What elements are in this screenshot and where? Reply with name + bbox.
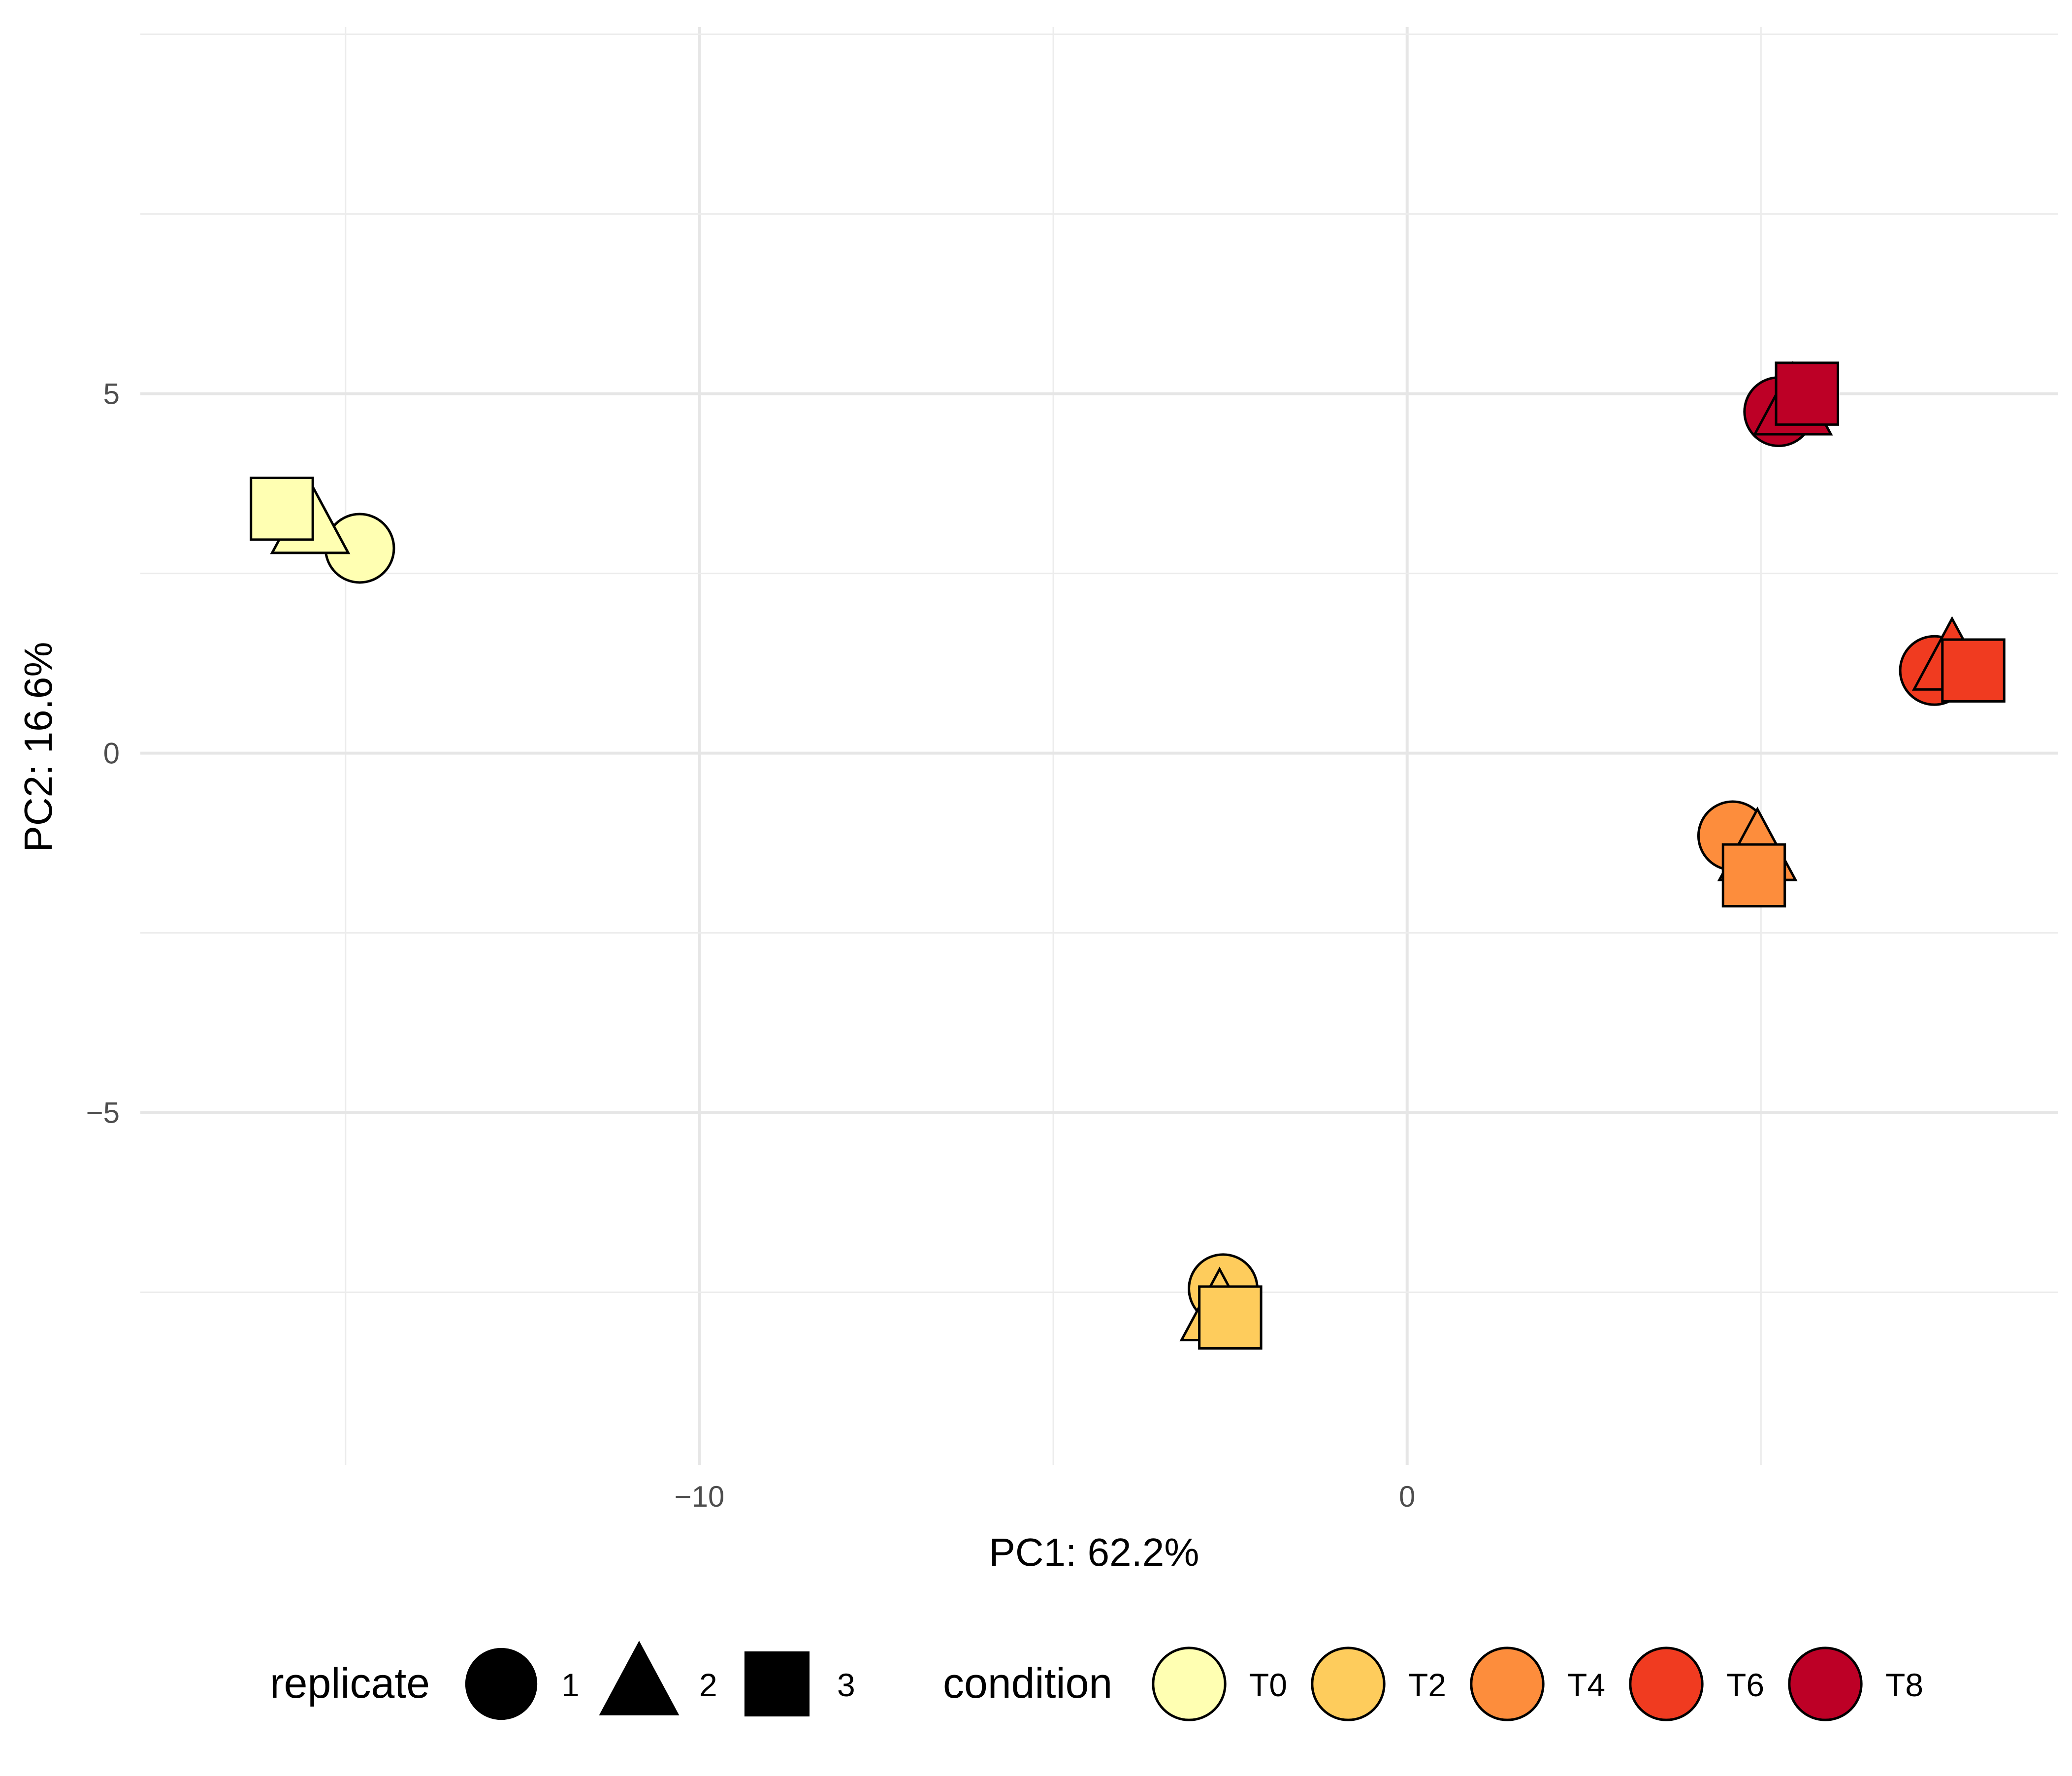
legend-key-condition-t4	[1470, 1647, 1545, 1721]
legend-label-condition: T0	[1249, 1667, 1287, 1703]
legend-key-condition-t8	[1788, 1647, 1863, 1721]
legend-items: 1 2 3 T0 T2 T4 T6 T8	[465, 1641, 1923, 1721]
legend-title-condition: condition	[943, 1660, 1112, 1707]
legend-label-replicate: 3	[837, 1667, 855, 1703]
x-axis-title: PC1: 62.2%	[989, 1530, 1199, 1574]
legend-label-replicate: 2	[699, 1667, 717, 1703]
point-t4-rep3	[1721, 843, 1786, 908]
y-tick-label: 5	[103, 378, 120, 411]
legend-key-replicate-3	[744, 1651, 810, 1717]
legend-label-condition: T6	[1726, 1667, 1764, 1703]
y-axis-title: PC2: 16.6%	[16, 642, 60, 852]
y-tick-label: 0	[103, 737, 120, 770]
legend-key-condition-t0	[1152, 1647, 1227, 1721]
point-t8-rep3	[1775, 361, 1839, 426]
data-points	[250, 360, 2006, 1350]
x-tick-label: −10	[675, 1480, 725, 1513]
point-t6-rep3	[1941, 638, 2006, 703]
grid-lines	[140, 27, 2058, 1465]
y-tick-label: −5	[86, 1097, 120, 1130]
legend-title-replicate: replicate	[270, 1660, 430, 1707]
point-t0-rep3	[250, 476, 314, 541]
legend-key-condition-t2	[1311, 1647, 1386, 1721]
x-tick-label: 0	[1399, 1480, 1415, 1513]
legend-key-replicate-2	[599, 1641, 680, 1715]
legend-label-condition: T2	[1408, 1667, 1446, 1703]
tick-labels: −10 0 −5 0 5	[86, 378, 1416, 1513]
legend-key-condition-t6	[1629, 1647, 1704, 1721]
legend-label-replicate: 1	[561, 1667, 580, 1703]
point-t2-rep3	[1198, 1285, 1263, 1350]
legend-key-replicate-1	[465, 1647, 538, 1720]
legend-label-condition: T8	[1885, 1667, 1923, 1703]
legend: replicate condition 1 2 3 T0 T2 T4 T6 T8	[270, 1641, 1923, 1721]
legend-label-condition: T4	[1567, 1667, 1605, 1703]
